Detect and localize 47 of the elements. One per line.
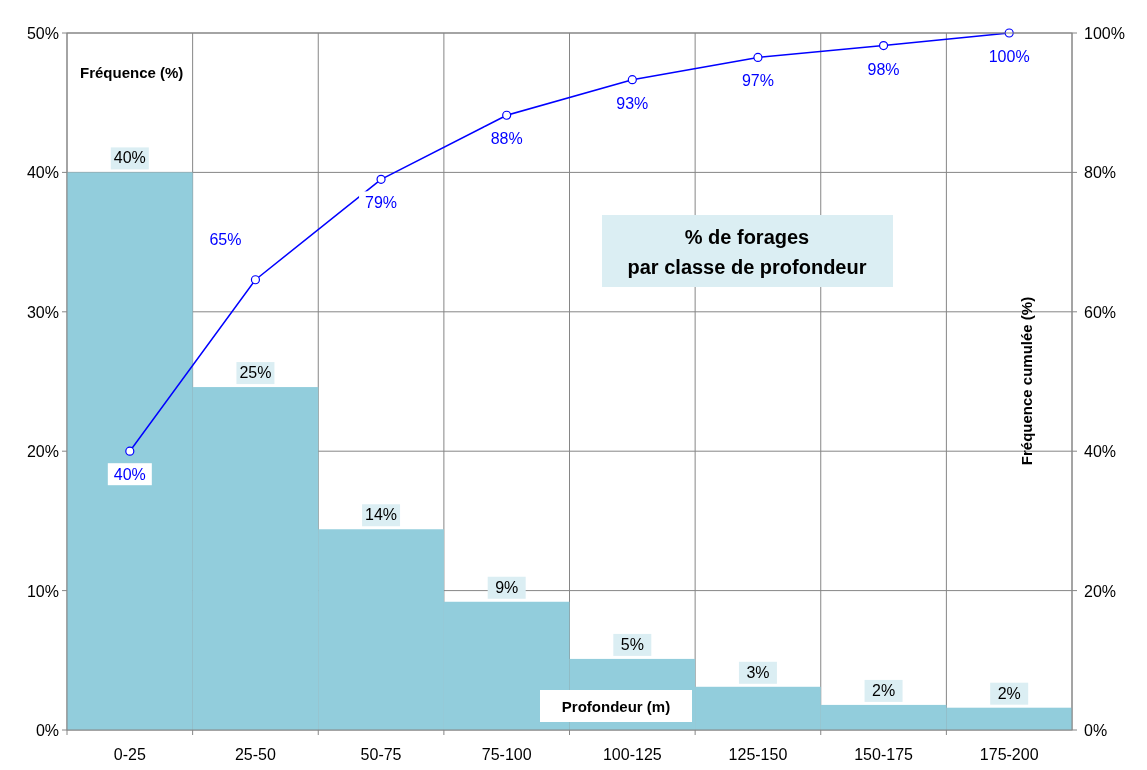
data-label: 25% xyxy=(239,364,272,382)
text: % de forages par classe de profondeur xyxy=(627,226,867,278)
x-tick-label: 0-25 xyxy=(113,746,146,763)
x-tick-label: 175-200 xyxy=(979,746,1039,763)
data-label: 93% xyxy=(616,94,649,112)
point xyxy=(753,52,763,62)
data-label: 2% xyxy=(872,681,896,699)
y-tick-label: 0% xyxy=(35,722,59,739)
x-tick-label: 125-150 xyxy=(728,746,788,763)
y2-tick-label: 60% xyxy=(1084,303,1117,321)
y-tick-label: 50% xyxy=(26,25,59,42)
x-tick-label: 50-75 xyxy=(360,746,402,763)
data-label: 9% xyxy=(495,578,519,596)
y-tick-label: 30% xyxy=(26,303,59,321)
x-axis-title: Profondeur (m) xyxy=(561,698,671,715)
x-tick-label: 150-175 xyxy=(854,746,914,763)
y2-tick-label: 20% xyxy=(1084,582,1117,600)
data-label: 79% xyxy=(365,194,398,212)
data-label: 3% xyxy=(746,663,770,681)
point xyxy=(376,174,386,184)
x-tick-label: 100-125 xyxy=(602,746,662,763)
data-label: 40% xyxy=(113,466,146,484)
data-label: 2% xyxy=(997,684,1021,702)
y-tick-label: 40% xyxy=(26,164,59,182)
y-tick-label: 20% xyxy=(26,443,59,461)
y2-tick-label: 0% xyxy=(1084,722,1108,739)
point xyxy=(250,275,261,285)
y2-axis-title: Fréquence cumulée (%) xyxy=(1018,296,1035,466)
data-label: 14% xyxy=(365,506,398,524)
data-label: 97% xyxy=(741,72,774,90)
y2-tick-label: 40% xyxy=(1084,443,1117,461)
point xyxy=(125,446,135,456)
data-label: 88% xyxy=(490,130,523,148)
point xyxy=(878,40,889,51)
x-tick-label: 75-100 xyxy=(481,746,532,763)
y2-tick-label: 100% xyxy=(1084,25,1125,42)
y-tick-label: 10% xyxy=(26,582,59,600)
data-label: 98% xyxy=(867,60,900,78)
data-label: 5% xyxy=(620,635,644,653)
point xyxy=(627,75,637,85)
data-label: 40% xyxy=(113,149,146,167)
point xyxy=(502,110,512,120)
y2-tick-label: 80% xyxy=(1084,164,1117,182)
x-tick-label: 25-50 xyxy=(234,746,276,763)
data-label: 65% xyxy=(209,230,242,248)
y-axis-title: Fréquence (%) xyxy=(80,64,184,81)
data-label: 100% xyxy=(988,48,1030,65)
